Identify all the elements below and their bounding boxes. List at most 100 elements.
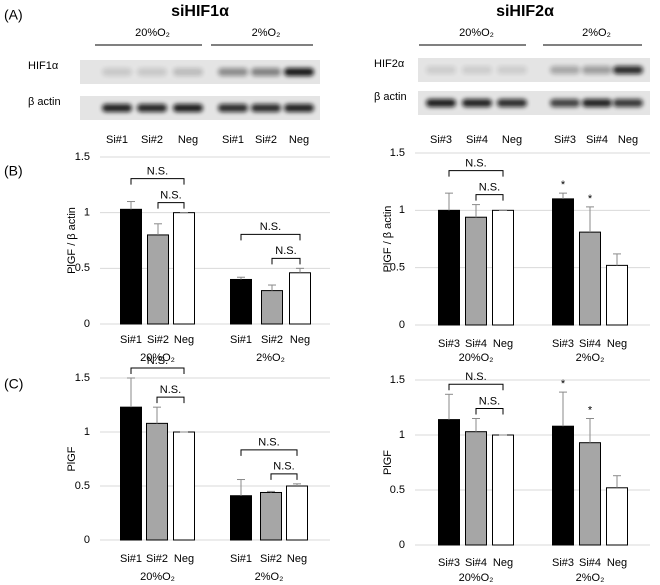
y-tick-label: 0 <box>84 534 90 546</box>
bracket-label: N.S. <box>465 158 486 170</box>
bar <box>120 406 142 541</box>
x-tick-label: Si#1 <box>120 553 142 565</box>
y-tick-label: 0 <box>399 319 405 331</box>
group-label: 20%O₂ <box>140 352 175 364</box>
blot-band <box>426 66 456 74</box>
bracket-label: N.S. <box>479 395 500 407</box>
group-label: 20%O₂ <box>459 352 494 364</box>
x-tick-label: Neg <box>493 338 513 350</box>
bracket-label: N.S. <box>275 245 296 257</box>
error-bar <box>153 406 161 424</box>
panel-label: (A) <box>4 7 23 23</box>
lane-label: Si#2 <box>255 134 277 146</box>
blot-band <box>218 104 248 112</box>
blot-band <box>251 104 281 112</box>
bar <box>289 272 311 325</box>
error-bar <box>445 393 453 420</box>
x-tick-label: Si#3 <box>438 557 460 569</box>
error-bar <box>296 267 304 273</box>
bar <box>606 264 628 326</box>
significance-mark: * <box>588 193 593 205</box>
y-tick-label: 0.5 <box>390 262 405 274</box>
lane-label: Si#2 <box>141 134 163 146</box>
bracket-label: N.S. <box>147 166 168 178</box>
blot-band <box>426 99 456 107</box>
lane-label: Neg <box>178 134 198 146</box>
error-bar <box>237 276 245 280</box>
y-tick-label: 0 <box>84 318 90 330</box>
bar <box>552 198 574 326</box>
lane-label: Si#1 <box>106 134 128 146</box>
error-bar <box>586 206 594 233</box>
blot-band <box>550 99 580 107</box>
blot-band <box>173 104 203 112</box>
blot-band <box>137 104 167 112</box>
blot-band <box>251 68 281 76</box>
blot-row-label: β actin <box>28 96 61 108</box>
bar <box>120 208 142 325</box>
blot-band <box>613 99 643 107</box>
blot-band <box>102 104 132 112</box>
bar <box>173 212 195 325</box>
bar <box>438 419 460 546</box>
lane-label: Neg <box>289 134 309 146</box>
error-bar <box>613 253 621 266</box>
blot-band <box>137 68 167 76</box>
lane-label: Si#3 <box>430 134 452 146</box>
bracket-label: N.S. <box>465 371 486 383</box>
bracket-label: N.S. <box>160 384 181 396</box>
bracket <box>271 257 301 265</box>
bracket <box>157 202 185 209</box>
x-tick-label: Neg <box>290 334 310 346</box>
x-tick-label: Si#3 <box>438 338 460 350</box>
blot-band <box>613 66 643 74</box>
bracket <box>475 408 504 415</box>
lane-label: Si#1 <box>222 134 244 146</box>
x-tick-label: Si#2 <box>261 334 283 346</box>
x-tick-label: Neg <box>607 338 627 350</box>
bar <box>146 422 168 541</box>
error-bar <box>127 201 135 210</box>
bracket <box>448 383 504 391</box>
y-tick-label: 0.5 <box>75 480 90 492</box>
y-axis-label: PlGF <box>66 446 78 471</box>
y-tick-label: 1.5 <box>390 374 405 386</box>
group-label: 2%O₂ <box>256 352 285 364</box>
error-bar <box>237 479 245 496</box>
group-label: 20%O₂ <box>140 571 175 583</box>
bar <box>173 431 195 541</box>
lane-label: Neg <box>618 134 638 146</box>
blot-band <box>497 66 527 74</box>
error-bar <box>293 483 301 486</box>
y-tick-label: 1.5 <box>390 147 405 159</box>
group-label: 20%O₂ <box>459 572 494 584</box>
bracket-label: N.S. <box>273 461 294 473</box>
x-tick-label: Si#3 <box>552 338 574 350</box>
y-tick-label: 0.5 <box>390 484 405 496</box>
significance-mark: * <box>561 179 566 191</box>
y-tick-label: 1 <box>399 204 405 216</box>
group-label: 2%O₂ <box>576 352 605 364</box>
x-tick-label: Neg <box>493 557 513 569</box>
bracket <box>448 170 504 177</box>
lane-label: Si#3 <box>554 134 576 146</box>
blot-row-label: β actin <box>374 91 407 103</box>
x-tick-label: Neg <box>174 553 194 565</box>
bar <box>438 209 460 326</box>
lane-label: Si#4 <box>466 134 488 146</box>
bracket-label: N.S. <box>479 182 500 194</box>
error-bar <box>154 223 162 235</box>
bracket <box>270 473 298 480</box>
condition-label: 2%O₂ <box>252 27 281 39</box>
blot-band <box>462 66 492 74</box>
y-tick-label: 1 <box>84 207 90 219</box>
blot-band <box>102 68 132 76</box>
blot-band <box>582 66 612 74</box>
panel-label: (C) <box>4 376 23 392</box>
bar <box>465 431 487 546</box>
x-tick-label: Si#4 <box>465 557 487 569</box>
x-tick-label: Neg <box>607 557 627 569</box>
bar <box>261 290 283 325</box>
x-tick-label: Si#1 <box>230 553 252 565</box>
y-tick-label: 1.5 <box>75 372 90 384</box>
